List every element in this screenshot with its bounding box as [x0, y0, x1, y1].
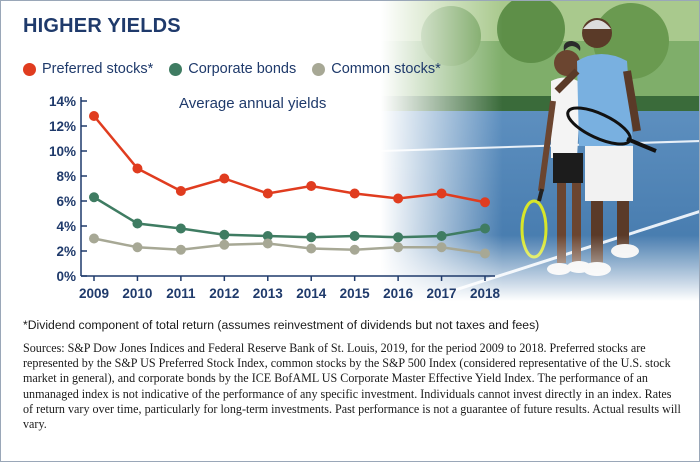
data-point-preferred	[436, 188, 447, 199]
data-point-common	[306, 243, 317, 254]
data-point-common	[349, 244, 360, 255]
data-point-common	[436, 242, 447, 253]
data-point-preferred	[219, 173, 230, 184]
sources-text: Sources: S&P Dow Jones Indices and Feder…	[23, 341, 681, 432]
data-point-preferred	[132, 163, 143, 174]
y-tick-label: 10%	[49, 144, 76, 159]
x-tick-label: 2011	[166, 286, 196, 301]
x-tick-label: 2010	[122, 286, 152, 301]
y-tick-label: 0%	[56, 269, 76, 284]
x-axis: 2009 2010 2011 2012 2013 2014 2015 2016 2017 2018	[79, 275, 501, 301]
data-point-preferred	[480, 197, 490, 208]
data-point-common	[393, 242, 404, 253]
data-point-common	[89, 233, 99, 244]
data-point-preferred	[89, 111, 99, 121]
x-tick-label: 2015	[340, 286, 371, 301]
x-tick-label: 2018	[470, 286, 501, 301]
data-point-common	[132, 242, 143, 253]
y-tick-label: 6%	[56, 194, 76, 209]
x-tick-label: 2016	[383, 286, 414, 301]
chart-subtitle: Average annual yields	[179, 95, 326, 112]
series-line-corporate	[93, 196, 486, 239]
data-point-corporate	[89, 192, 99, 203]
x-tick-label: 2009	[79, 286, 109, 301]
data-point-preferred	[175, 186, 186, 196]
data-point-corporate	[393, 232, 404, 243]
line-chart: 0% 2% 4% 6% 8% 10% 12% 14% 2009 2010 2011 2012 2013…	[49, 94, 501, 301]
data-point-corporate	[349, 231, 360, 241]
legend-dot-preferred	[23, 62, 36, 76]
legend-label-common: Common stocks*	[331, 61, 441, 77]
legend-dot-common	[312, 62, 326, 76]
x-tick-label: 2017	[427, 286, 457, 301]
legend-item-preferred: Preferred stocks*	[23, 61, 153, 77]
data-point-preferred	[349, 188, 360, 199]
y-tick-label: 14%	[49, 94, 76, 109]
y-tick-label: 2%	[56, 244, 76, 259]
data-point-corporate	[132, 218, 143, 229]
data-point-preferred	[393, 193, 404, 204]
chart-title: HIGHER YIELDS	[23, 15, 181, 37]
data-point-common	[219, 239, 230, 250]
legend-item-corporate: Corporate bonds	[169, 61, 296, 77]
y-axis: 0% 2% 4% 6% 8% 10% 12% 14%	[49, 94, 87, 284]
data-point-common	[175, 244, 186, 255]
data-point-corporate	[480, 223, 490, 234]
data-point-corporate	[219, 229, 230, 240]
data-point-corporate	[262, 231, 273, 241]
x-tick-label: 2014	[296, 286, 327, 301]
x-tick-label: 2013	[253, 286, 284, 301]
series-layer	[89, 111, 490, 259]
data-point-common	[480, 248, 490, 259]
data-point-corporate	[436, 231, 447, 241]
data-point-corporate	[175, 223, 186, 234]
series-line-preferred	[93, 115, 486, 204]
footnote: *Dividend component of total return (ass…	[23, 318, 540, 332]
legend-label-corporate: Corporate bonds	[188, 61, 297, 77]
data-point-common	[262, 238, 273, 249]
series-line-common	[93, 237, 486, 255]
y-tick-label: 4%	[56, 219, 76, 234]
y-tick-label: 12%	[49, 119, 76, 134]
data-point-preferred	[262, 188, 273, 199]
legend: Preferred stocks* Corporate bonds Common…	[23, 61, 457, 77]
legend-item-common: Common stocks*	[312, 61, 441, 77]
legend-label-preferred: Preferred stocks*	[42, 61, 154, 77]
legend-dot-corporate	[169, 62, 183, 76]
x-tick-label: 2012	[209, 286, 239, 301]
tennis-couple-photo	[381, 1, 699, 301]
data-point-preferred	[306, 181, 317, 191]
y-tick-label: 8%	[56, 169, 76, 184]
data-point-corporate	[306, 232, 317, 243]
